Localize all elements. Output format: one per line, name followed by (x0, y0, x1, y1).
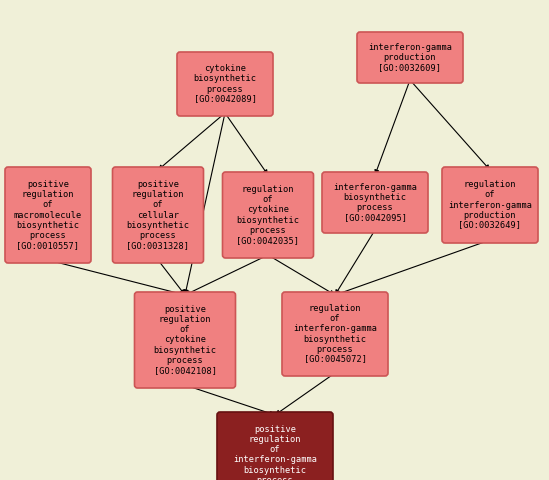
Text: positive
regulation
of
cellular
biosynthetic
process
[GO:0031328]: positive regulation of cellular biosynth… (126, 180, 189, 250)
Text: interferon-gamma
production
[GO:0032609]: interferon-gamma production [GO:0032609] (368, 43, 452, 72)
FancyBboxPatch shape (217, 412, 333, 480)
Text: positive
regulation
of
interferon-gamma
biosynthetic
process
[GO:0045078]: positive regulation of interferon-gamma … (233, 425, 317, 480)
Text: cytokine
biosynthetic
process
[GO:0042089]: cytokine biosynthetic process [GO:004208… (193, 64, 256, 104)
FancyBboxPatch shape (135, 292, 236, 388)
FancyBboxPatch shape (442, 167, 538, 243)
FancyBboxPatch shape (282, 292, 388, 376)
Text: regulation
of
cytokine
biosynthetic
process
[GO:0042035]: regulation of cytokine biosynthetic proc… (237, 185, 300, 245)
FancyBboxPatch shape (322, 172, 428, 233)
Text: interferon-gamma
biosynthetic
process
[GO:0042095]: interferon-gamma biosynthetic process [G… (333, 183, 417, 222)
FancyBboxPatch shape (5, 167, 91, 263)
FancyBboxPatch shape (222, 172, 313, 258)
Text: positive
regulation
of
cytokine
biosynthetic
process
[GO:0042108]: positive regulation of cytokine biosynth… (154, 305, 216, 375)
FancyBboxPatch shape (357, 32, 463, 83)
Text: regulation
of
interferon-gamma
biosynthetic
process
[GO:0045072]: regulation of interferon-gamma biosynthe… (293, 304, 377, 364)
Text: positive
regulation
of
macromolecule
biosynthetic
process
[GO:0010557]: positive regulation of macromolecule bio… (14, 180, 82, 250)
FancyBboxPatch shape (113, 167, 204, 263)
FancyBboxPatch shape (177, 52, 273, 116)
Text: regulation
of
interferon-gamma
production
[GO:0032649]: regulation of interferon-gamma productio… (448, 180, 532, 229)
